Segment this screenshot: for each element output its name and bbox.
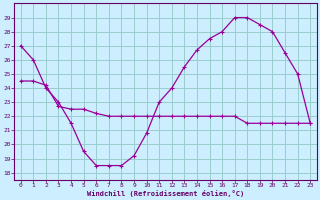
X-axis label: Windchill (Refroidissement éolien,°C): Windchill (Refroidissement éolien,°C) (87, 190, 244, 197)
